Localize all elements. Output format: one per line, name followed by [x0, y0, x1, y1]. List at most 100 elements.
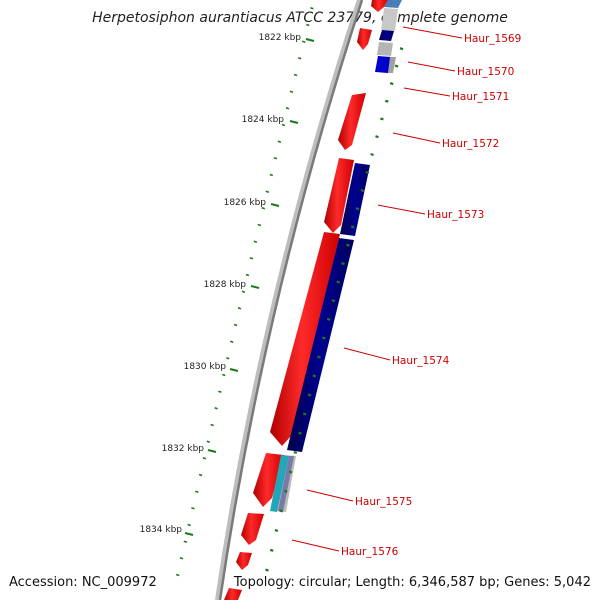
- cds-feature[interactable]: [236, 552, 252, 570]
- ruler-label: 1828 kbp: [204, 280, 247, 290]
- ruler-minor-tick: [306, 23, 310, 27]
- ruler-minor-tick: [187, 523, 191, 527]
- hit-block[interactable]: [375, 56, 391, 73]
- ruler-minor-tick: [321, 336, 326, 340]
- ruler-minor-tick: [341, 262, 345, 266]
- ruler-major-tick: [229, 368, 239, 372]
- ruler-minor-tick: [261, 207, 266, 210]
- gene-labels: Haur_1569 Haur_1570 Haur_1571 Haur_1572 …: [341, 33, 521, 558]
- ruler-minor-tick: [222, 373, 226, 377]
- ruler-minor-tick: [281, 123, 286, 127]
- ruler-minor-tick: [198, 473, 203, 477]
- ruler-minor-tick: [293, 73, 298, 77]
- ruler-minor-tick: [233, 323, 238, 327]
- ruler-minor-tick: [241, 290, 246, 293]
- ruler-label: 1826 kbp: [224, 198, 267, 208]
- ruler-minor-tick: [350, 225, 355, 229]
- ruler-label: 1834 kbp: [140, 525, 183, 535]
- ruler-minor-tick: [175, 573, 180, 577]
- gene-label[interactable]: Haur_1571: [452, 91, 509, 103]
- gene-label[interactable]: Haur_1575: [355, 496, 412, 508]
- ruler-label: 1824 kbp: [242, 115, 285, 125]
- hit-block[interactable]: [340, 163, 370, 236]
- ruler-major-tick: [289, 120, 299, 124]
- hit-block[interactable]: [270, 455, 289, 512]
- cds-feature[interactable]: [241, 513, 264, 545]
- ruler-label: 1822 kbp: [259, 33, 302, 43]
- cds-feature[interactable]: [371, 0, 388, 12]
- ruler-minor-tick: [346, 243, 350, 247]
- ruler-minor-tick: [365, 170, 370, 175]
- leader-line: [392, 132, 441, 144]
- hit-block[interactable]: [287, 238, 354, 452]
- ruler-minor-tick: [288, 470, 293, 474]
- hit-block[interactable]: [388, 57, 396, 73]
- leader-line: [407, 61, 456, 72]
- ruler-minor-tick: [269, 173, 274, 177]
- ruler-minor-tick: [237, 307, 242, 310]
- cds-feature[interactable]: [324, 158, 354, 233]
- ruler-minor-tick: [375, 135, 379, 139]
- leader-line: [306, 489, 354, 502]
- gene-label[interactable]: Haur_1572: [442, 138, 499, 150]
- leader-line: [377, 204, 426, 215]
- gene-label-leaders: [291, 26, 463, 552]
- ruler-minor-tick: [191, 507, 195, 510]
- ruler-minor-tick: [302, 40, 306, 43]
- ruler-minor-tick: [289, 90, 294, 93]
- ruler-minor-ticks: [175, 7, 404, 577]
- ruler-minor-tick: [302, 412, 307, 416]
- gene-label[interactable]: Haur_1576: [341, 546, 399, 558]
- leader-line: [402, 26, 463, 39]
- ruler-minor-tick: [249, 257, 254, 260]
- ruler-label: 1832 kbp: [162, 444, 205, 454]
- hit-block[interactable]: [384, 0, 402, 8]
- cds-feature[interactable]: [224, 588, 242, 600]
- hit-block[interactable]: [381, 8, 398, 31]
- ruler-minor-tick: [265, 568, 269, 572]
- hit-block[interactable]: [379, 30, 394, 41]
- ruler-major-tick: [270, 203, 280, 207]
- ruler-minor-tick: [273, 157, 278, 160]
- ruler-minor-tick: [195, 490, 199, 493]
- ruler-minor-tick: [293, 450, 298, 455]
- leader-line: [343, 347, 391, 361]
- ruler-minor-tick: [245, 273, 250, 277]
- leader-line: [403, 87, 451, 97]
- ruler-minor-tick: [265, 190, 270, 193]
- ruler-minor-tick: [326, 317, 331, 321]
- cds-track: [224, 0, 388, 600]
- ruler-minor-tick: [399, 47, 404, 51]
- ruler-minor-tick: [226, 357, 230, 360]
- ruler-minor-tick: [312, 374, 317, 378]
- cds-feature[interactable]: [338, 93, 366, 150]
- ruler-minor-tick: [298, 431, 302, 435]
- ruler-minor-tick: [210, 423, 214, 427]
- ruler-minor-tick: [269, 548, 274, 552]
- ruler-minor-tick: [384, 99, 389, 103]
- gene-label[interactable]: Haur_1574: [392, 355, 450, 367]
- hit-block[interactable]: [278, 456, 294, 512]
- ruler-major-ticks: [184, 38, 315, 536]
- ruler-minor-tick: [310, 7, 314, 10]
- ruler-minor-tick: [274, 528, 279, 533]
- ruler-minor-tick: [183, 540, 188, 543]
- ruler-minor-tick: [253, 240, 258, 243]
- ruler-minor-tick: [285, 107, 290, 110]
- backbone-shadow: [215, 0, 363, 600]
- gene-label[interactable]: Haur_1570: [457, 66, 514, 78]
- ruler-minor-tick: [389, 82, 394, 86]
- cds-feature[interactable]: [253, 453, 284, 507]
- map-title: Herpetosiphon aurantiacus ATCC 23779, co…: [92, 10, 508, 26]
- gene-label[interactable]: Haur_1569: [464, 33, 521, 45]
- ruler-minor-tick: [336, 280, 341, 284]
- ruler-minor-tick: [214, 407, 218, 410]
- ruler-minor-tick: [277, 140, 282, 143]
- ruler-minor-tick: [360, 188, 365, 193]
- cds-feature[interactable]: [357, 28, 372, 50]
- cds-feature[interactable]: [270, 232, 340, 446]
- gene-label[interactable]: Haur_1573: [427, 209, 484, 221]
- ruler-major-tick: [305, 38, 315, 42]
- hit-block[interactable]: [377, 42, 393, 56]
- leader-line: [291, 539, 340, 552]
